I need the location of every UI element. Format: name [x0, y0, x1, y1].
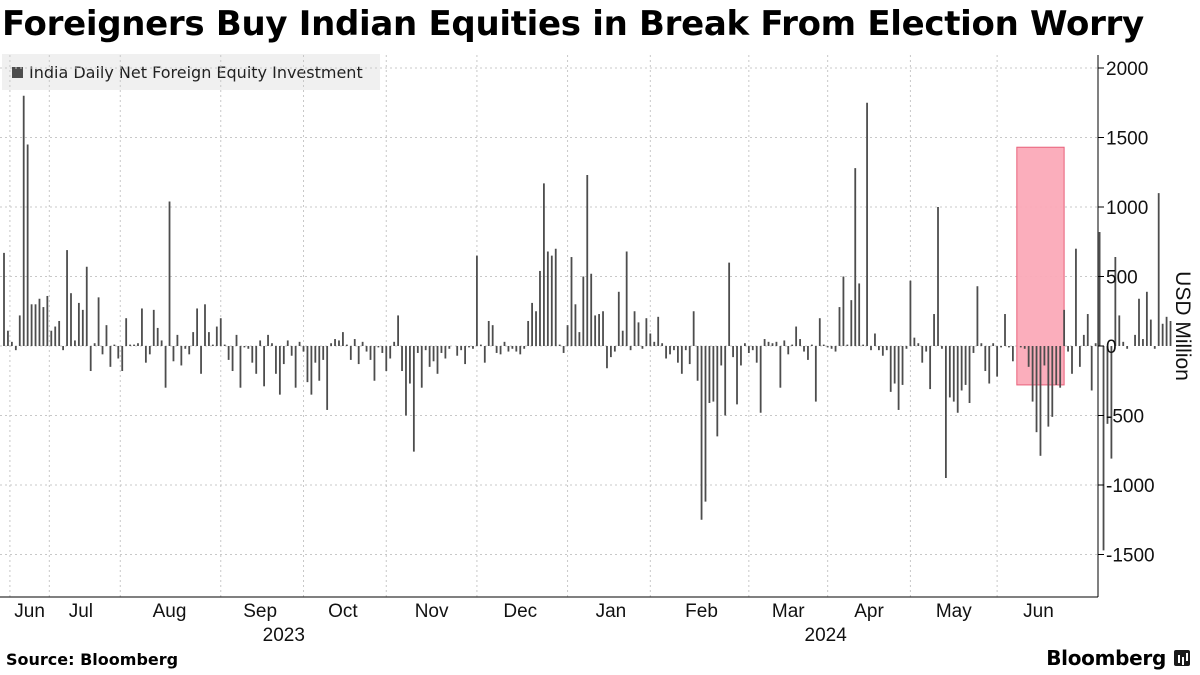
- x-tick-label: Oct: [328, 601, 358, 622]
- chart-title: Foreigners Buy Indian Equities in Break …: [2, 4, 1144, 44]
- x-tick-label: Apr: [854, 601, 884, 622]
- y-tick-label: -500: [1106, 407, 1144, 428]
- x-tick-label: Dec: [503, 601, 537, 622]
- highlight-region: [1016, 146, 1065, 386]
- y-tick-label: 1000: [1106, 198, 1148, 219]
- x-year-label: 2023: [263, 625, 305, 646]
- x-tick-label: Mar: [772, 601, 805, 622]
- bloomberg-chart-icon: [1174, 650, 1190, 666]
- x-tick-label: Jul: [69, 601, 93, 622]
- y-axis-title: USD Million: [1171, 271, 1194, 381]
- legend-swatch: [12, 66, 23, 78]
- y-tick-label: 2000: [1106, 59, 1148, 80]
- x-year-label: 2024: [805, 625, 848, 646]
- legend-label: India Daily Net Foreign Equity Investmen…: [29, 62, 363, 82]
- y-tick-label: -1500: [1106, 546, 1155, 567]
- legend: India Daily Net Foreign Equity Investmen…: [2, 54, 380, 90]
- brand-text: Bloomberg: [1046, 646, 1166, 670]
- y-tick-label: 0: [1106, 337, 1117, 358]
- x-tick-label: Nov: [415, 601, 449, 622]
- brand-logo: Bloomberg: [1046, 646, 1190, 670]
- x-tick-label: May: [936, 601, 972, 622]
- y-tick-label: -1000: [1106, 476, 1155, 497]
- source-note: Source: Bloomberg: [6, 650, 179, 669]
- x-tick-label: Jun: [1023, 601, 1054, 622]
- y-tick-label: 500: [1106, 268, 1138, 289]
- y-tick-label: 1500: [1106, 129, 1148, 150]
- x-tick-label: Aug: [153, 601, 187, 622]
- x-tick-label: Jun: [14, 601, 45, 622]
- x-tick-label: Jan: [596, 601, 627, 622]
- x-tick-label: Feb: [685, 601, 718, 622]
- x-tick-label: Sep: [243, 601, 277, 622]
